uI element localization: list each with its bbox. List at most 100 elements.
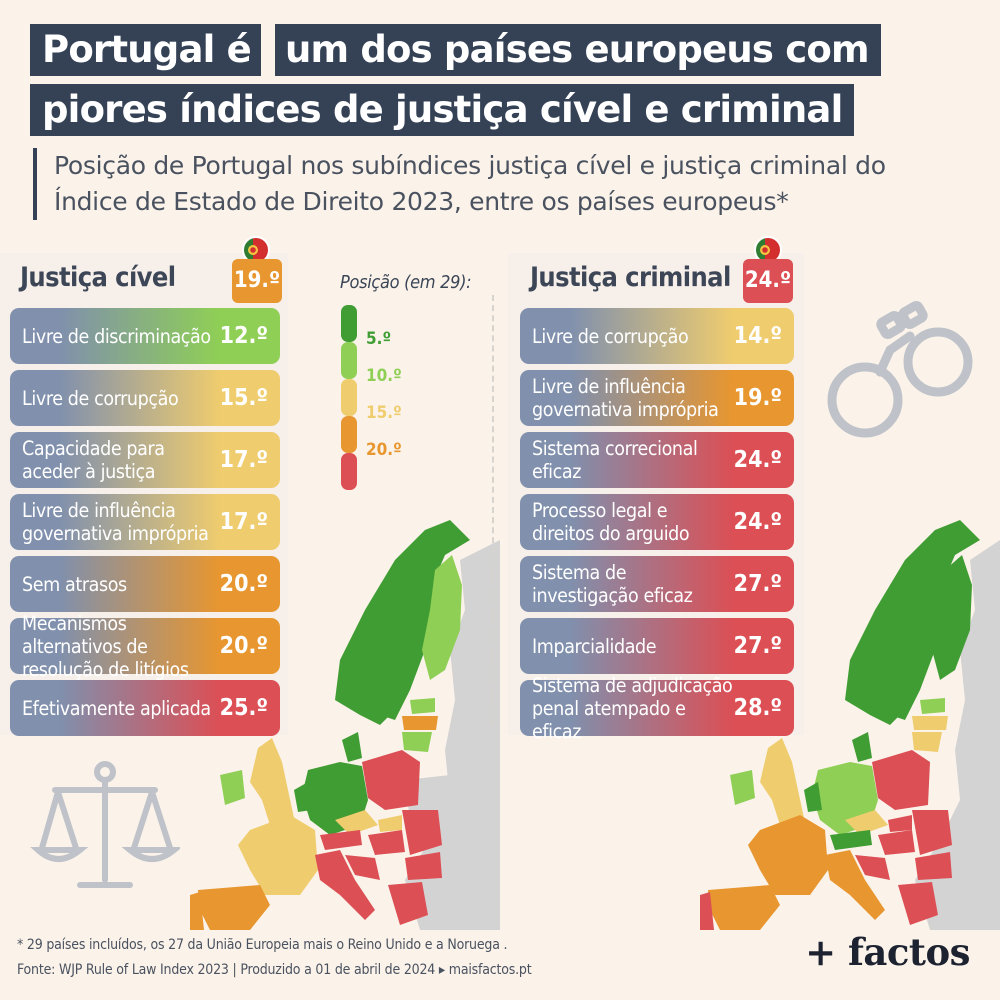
criminal-subindex-row: Livre de influência governativa imprópri… — [520, 370, 794, 426]
criminal-overall-rank: 24.º — [743, 259, 793, 303]
subtitle: Posição de Portugal nos subíndices justi… — [33, 148, 963, 220]
subindex-rank: 17.º — [219, 509, 268, 535]
subindex-label: Livre de corrupção — [532, 324, 689, 348]
map-spain — [198, 885, 270, 930]
subindex-rank: 15.º — [219, 385, 268, 411]
subindex-label: Sistema de investigação eficaz — [532, 561, 693, 607]
subindex-label: Livre de influência governativa imprópri… — [22, 499, 209, 545]
map-bulgaria — [405, 852, 442, 880]
map-ireland — [730, 770, 755, 805]
map-sweden — [380, 570, 440, 720]
panel-divider — [492, 295, 494, 725]
map-austria — [320, 830, 362, 850]
civil-panel-title: Justiça cível — [20, 262, 176, 293]
subindex-rank: 14.º — [733, 323, 782, 349]
legend-swatch — [341, 379, 357, 416]
map-denmark — [342, 732, 362, 762]
criminal-panel-title: Justiça criminal — [530, 262, 731, 293]
criminal-subindex-row: Sistema de investigação eficaz 27.º — [520, 556, 794, 612]
civil-subindex-row: Efetivamente aplicada 25.º — [10, 680, 280, 736]
legend-label: 15.º — [366, 403, 402, 423]
map-hungary — [878, 830, 915, 855]
legend-swatch — [341, 416, 357, 453]
subindex-rank: 24.º — [733, 509, 782, 535]
map-benelux — [294, 782, 312, 812]
map-slovakia — [378, 815, 402, 832]
brand-logo: + factos — [805, 930, 970, 974]
map-romania — [402, 810, 442, 855]
map-slovakia — [888, 815, 912, 832]
subindex-label: Capacidade para aceder à justiça — [22, 437, 165, 483]
map-romania — [912, 810, 952, 855]
title-line-1: Portugal é um dos países europeus com — [30, 24, 881, 76]
map-latvia — [912, 716, 948, 730]
map-uk — [760, 738, 804, 825]
map-france — [748, 815, 828, 895]
europe-map-criminal — [700, 520, 1000, 930]
subindex-rank: 20.º — [219, 633, 268, 659]
civil-subindex-row: Sem atrasos 20.º — [10, 556, 280, 612]
map-finland — [422, 555, 462, 680]
subindex-label: Sistema de adjudicação penal atempado e … — [532, 673, 733, 743]
subindex-label: Imparcialidade — [532, 634, 657, 658]
map-bulgaria — [915, 852, 952, 880]
map-portugal — [190, 892, 204, 930]
subindex-rank: 24.º — [733, 447, 782, 473]
map-spain — [708, 885, 780, 930]
map-greece — [388, 882, 428, 925]
subindex-rank: 27.º — [733, 633, 782, 659]
map-hungary — [368, 830, 405, 855]
europe-map-civil — [190, 520, 500, 930]
legend-swatch — [341, 342, 357, 379]
handcuffs-icon — [827, 301, 973, 438]
map-croatia — [345, 855, 380, 880]
civil-subindex-row: Capacidade para aceder à justiça 17.º — [10, 432, 280, 488]
footnote: * 29 países incluídos, os 27 da União Eu… — [17, 937, 508, 953]
subindex-rank: 27.º — [733, 571, 782, 597]
map-czechia — [845, 810, 888, 835]
criminal-subindex-row: Sistema de adjudicação penal atempado e … — [520, 674, 794, 743]
subindex-rank: 12.º — [219, 323, 268, 349]
map-estonia — [920, 698, 945, 714]
map-croatia — [855, 855, 890, 880]
scales-of-justice-icon — [30, 761, 180, 888]
criminal-subindex-row: Livre de corrupção 14.º — [520, 308, 794, 364]
map-italy — [825, 850, 885, 920]
subindex-label: Livre de influência governativa imprópri… — [532, 375, 719, 421]
legend-label: 10.º — [366, 366, 402, 386]
civil-subindex-row: Livre de influência governativa imprópri… — [10, 494, 280, 550]
map-lithuania — [912, 732, 942, 752]
map-uk — [250, 738, 294, 825]
map-land-grey — [405, 540, 500, 930]
subindex-rank: 28.º — [733, 695, 782, 721]
criminal-subindex-row: Sistema correcional eficaz 24.º — [520, 432, 794, 488]
subindex-rank: 20.º — [219, 571, 268, 597]
subindex-label: Sistema correcional eficaz — [532, 437, 698, 483]
subindex-label: Livre de discriminação — [22, 324, 211, 348]
map-denmark — [852, 732, 872, 762]
civil-overall-rank: 19.º — [232, 259, 282, 303]
map-ireland — [220, 770, 245, 805]
map-portugal — [700, 892, 714, 930]
title-gap — [260, 24, 275, 76]
subindex-rank: 25.º — [219, 695, 268, 721]
map-sweden — [890, 570, 950, 720]
title-highlight: Portugal é — [42, 28, 252, 71]
map-benelux — [804, 782, 822, 812]
subindex-label: Efetivamente aplicada — [22, 696, 211, 720]
subindex-rank: 17.º — [219, 447, 268, 473]
map-land-grey — [915, 540, 1000, 930]
subindex-label: Livre de corrupção — [22, 386, 179, 410]
legend-label: 5.º — [366, 329, 392, 349]
subindex-label: Mecanismos alternativos de resolução de … — [22, 611, 189, 681]
subindex-label: Sem atrasos — [22, 572, 127, 596]
civil-subindex-row: Livre de discriminação 12.º — [10, 308, 280, 364]
subindex-rank: 19.º — [733, 385, 782, 411]
source-line: Fonte: WJP Rule of Law Index 2023 | Prod… — [17, 962, 532, 978]
map-estonia — [410, 698, 435, 714]
legend-title: Posição (em 29): — [340, 272, 472, 293]
map-latvia — [402, 716, 438, 730]
map-czechia — [335, 810, 378, 835]
criminal-subindex-row: Imparcialidade 27.º — [520, 618, 794, 674]
map-france — [238, 815, 318, 895]
